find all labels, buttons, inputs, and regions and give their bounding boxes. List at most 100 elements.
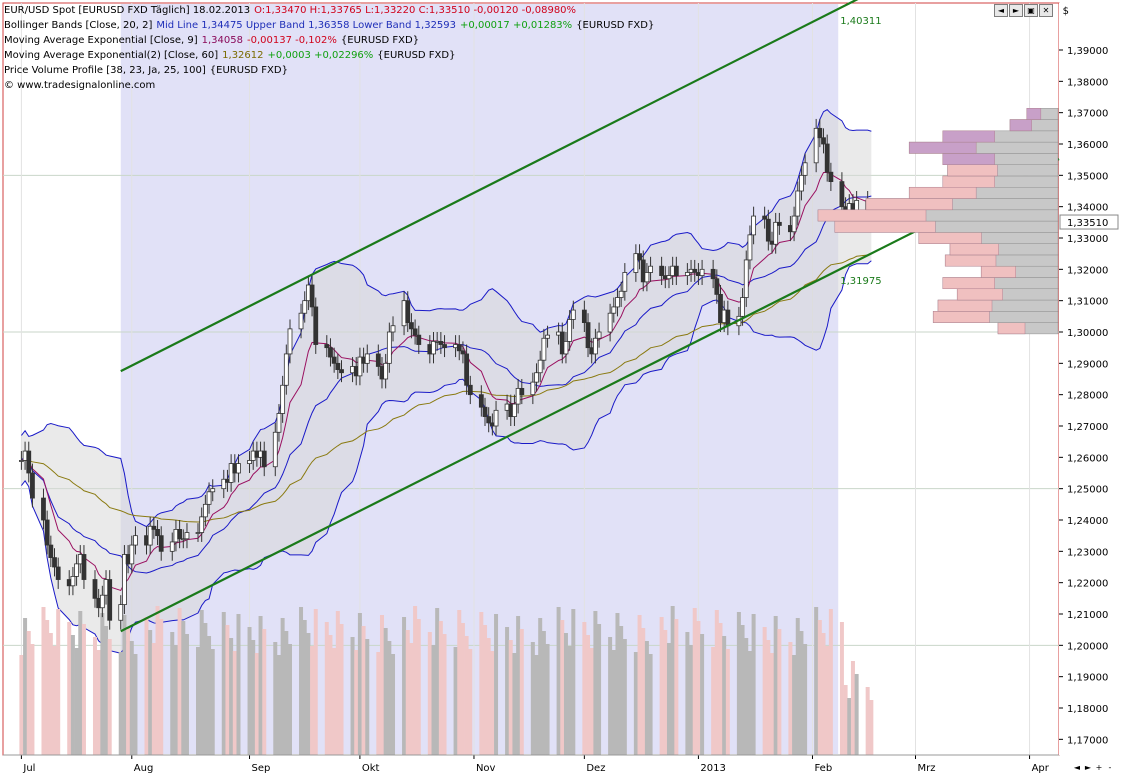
y-tick-label: 1,26000 — [1067, 453, 1108, 464]
volume-bar — [78, 611, 83, 755]
zoom-out-button[interactable]: - — [1108, 763, 1112, 772]
volume-profile-up-bar — [942, 130, 995, 143]
volume-bar — [865, 687, 870, 755]
volume-profile-up-bar — [865, 198, 953, 211]
y-tick-label: 1,30000 — [1067, 328, 1108, 339]
zoom-in-button[interactable]: + — [1095, 763, 1103, 772]
volume-bar — [210, 649, 215, 755]
candle-body — [147, 525, 153, 546]
candle-body — [813, 127, 819, 164]
candle-body — [184, 532, 190, 540]
volume-bar — [276, 655, 281, 755]
volume-profile-up-bar — [817, 209, 927, 222]
volume-bar — [335, 611, 340, 755]
candle-body — [287, 328, 293, 355]
volume-bar — [747, 651, 752, 755]
volume-bar — [133, 654, 138, 755]
candle-body — [247, 460, 252, 465]
volume-bar — [254, 653, 259, 755]
ema60-change: +0,0003 +0,02296% — [267, 50, 374, 61]
candle-body — [92, 579, 98, 599]
volume-bar — [663, 630, 668, 755]
candle-body — [383, 362, 389, 380]
volume-bar — [435, 608, 440, 755]
close-button[interactable]: ✕ — [1039, 4, 1053, 17]
pan-right-button[interactable]: ► — [1084, 763, 1092, 772]
candle-body — [482, 406, 488, 418]
volume-bar — [494, 614, 499, 755]
price-axis-panel — [1059, 3, 1119, 755]
volume-bar — [56, 609, 61, 755]
volume-bar — [23, 618, 28, 755]
candle-body — [283, 353, 289, 386]
volume-bar — [692, 608, 697, 755]
volume-bar — [354, 650, 359, 755]
ema9-value: 1,34058 — [201, 35, 243, 46]
volume-bar — [593, 611, 598, 755]
candle-body — [70, 576, 76, 587]
channel-upper-label: 1,40311 — [840, 16, 881, 27]
x-tick-label: Dez — [586, 763, 605, 774]
candle-body — [486, 416, 492, 424]
volume-bar — [173, 645, 178, 755]
volume-bar — [438, 621, 443, 755]
volume-bar — [151, 643, 156, 755]
volume-bar — [762, 627, 767, 755]
legend-ema9[interactable]: Moving Average Exponential [Close, 9] 1,3… — [4, 33, 423, 48]
y-tick-label: 1,34000 — [1067, 203, 1108, 214]
volume-bar — [287, 644, 292, 755]
volume-bar — [714, 610, 719, 755]
volume-bar — [299, 607, 304, 755]
volume-bar — [722, 636, 727, 755]
volume-bar — [196, 647, 201, 755]
candle-body — [122, 554, 127, 606]
ema9-symbol: {EURUSD FXD} — [340, 35, 420, 46]
volume-bar — [666, 643, 671, 755]
legend-volume-profile[interactable]: Price Volume Profile [38, 23, Ja, 25, 10… — [4, 63, 292, 78]
scroll-left-button[interactable]: ◄ — [994, 4, 1008, 17]
volume-bar — [431, 645, 436, 755]
volume-bar — [262, 629, 267, 755]
volume-bar — [45, 620, 50, 755]
volume-bar — [177, 608, 182, 755]
y-tick-label: 1,22000 — [1067, 579, 1108, 590]
pan-left-button[interactable]: ◄ — [1073, 763, 1081, 772]
volume-bar — [622, 639, 627, 755]
candle-body — [74, 563, 79, 577]
volume-bar — [821, 633, 826, 755]
candle-body — [309, 284, 315, 308]
legend-ema60[interactable]: Moving Average Exponential(2) [Close, 60… — [4, 48, 459, 63]
volume-bar — [788, 642, 793, 755]
candle-body — [467, 384, 473, 396]
volume-bar — [869, 700, 874, 755]
candle-body — [416, 334, 422, 345]
candle-body — [298, 312, 304, 330]
candle-body — [313, 306, 319, 345]
candle-body — [773, 221, 779, 245]
volume-profile-up-bar — [942, 153, 995, 165]
x-tick-label: Jul — [22, 763, 35, 774]
scroll-right-button[interactable]: ► — [1009, 4, 1023, 17]
legend-bollinger[interactable]: Bollinger Bands [Close, 20, 2] Mid Line 1… — [4, 18, 658, 33]
volume-bar — [854, 674, 859, 755]
y-tick-label: 1,33000 — [1067, 234, 1108, 245]
volume-bar — [670, 606, 675, 755]
volume-bar — [442, 634, 447, 755]
candle-body — [456, 344, 462, 352]
volume-bar — [236, 614, 241, 755]
candle-body — [302, 300, 308, 314]
candle-body — [55, 566, 61, 580]
volume-profile-up-bar — [1026, 108, 1042, 120]
x-tick-label: Mrz — [918, 763, 936, 774]
candle-body — [272, 431, 278, 468]
volume-bar — [490, 651, 495, 755]
candle-body — [177, 529, 183, 540]
maximize-button[interactable]: ▣ — [1024, 4, 1038, 17]
volume-bar — [839, 622, 844, 755]
candle-body — [202, 503, 208, 518]
candle-body — [751, 215, 757, 236]
volume-bar — [648, 654, 653, 755]
candle-body — [596, 331, 602, 339]
